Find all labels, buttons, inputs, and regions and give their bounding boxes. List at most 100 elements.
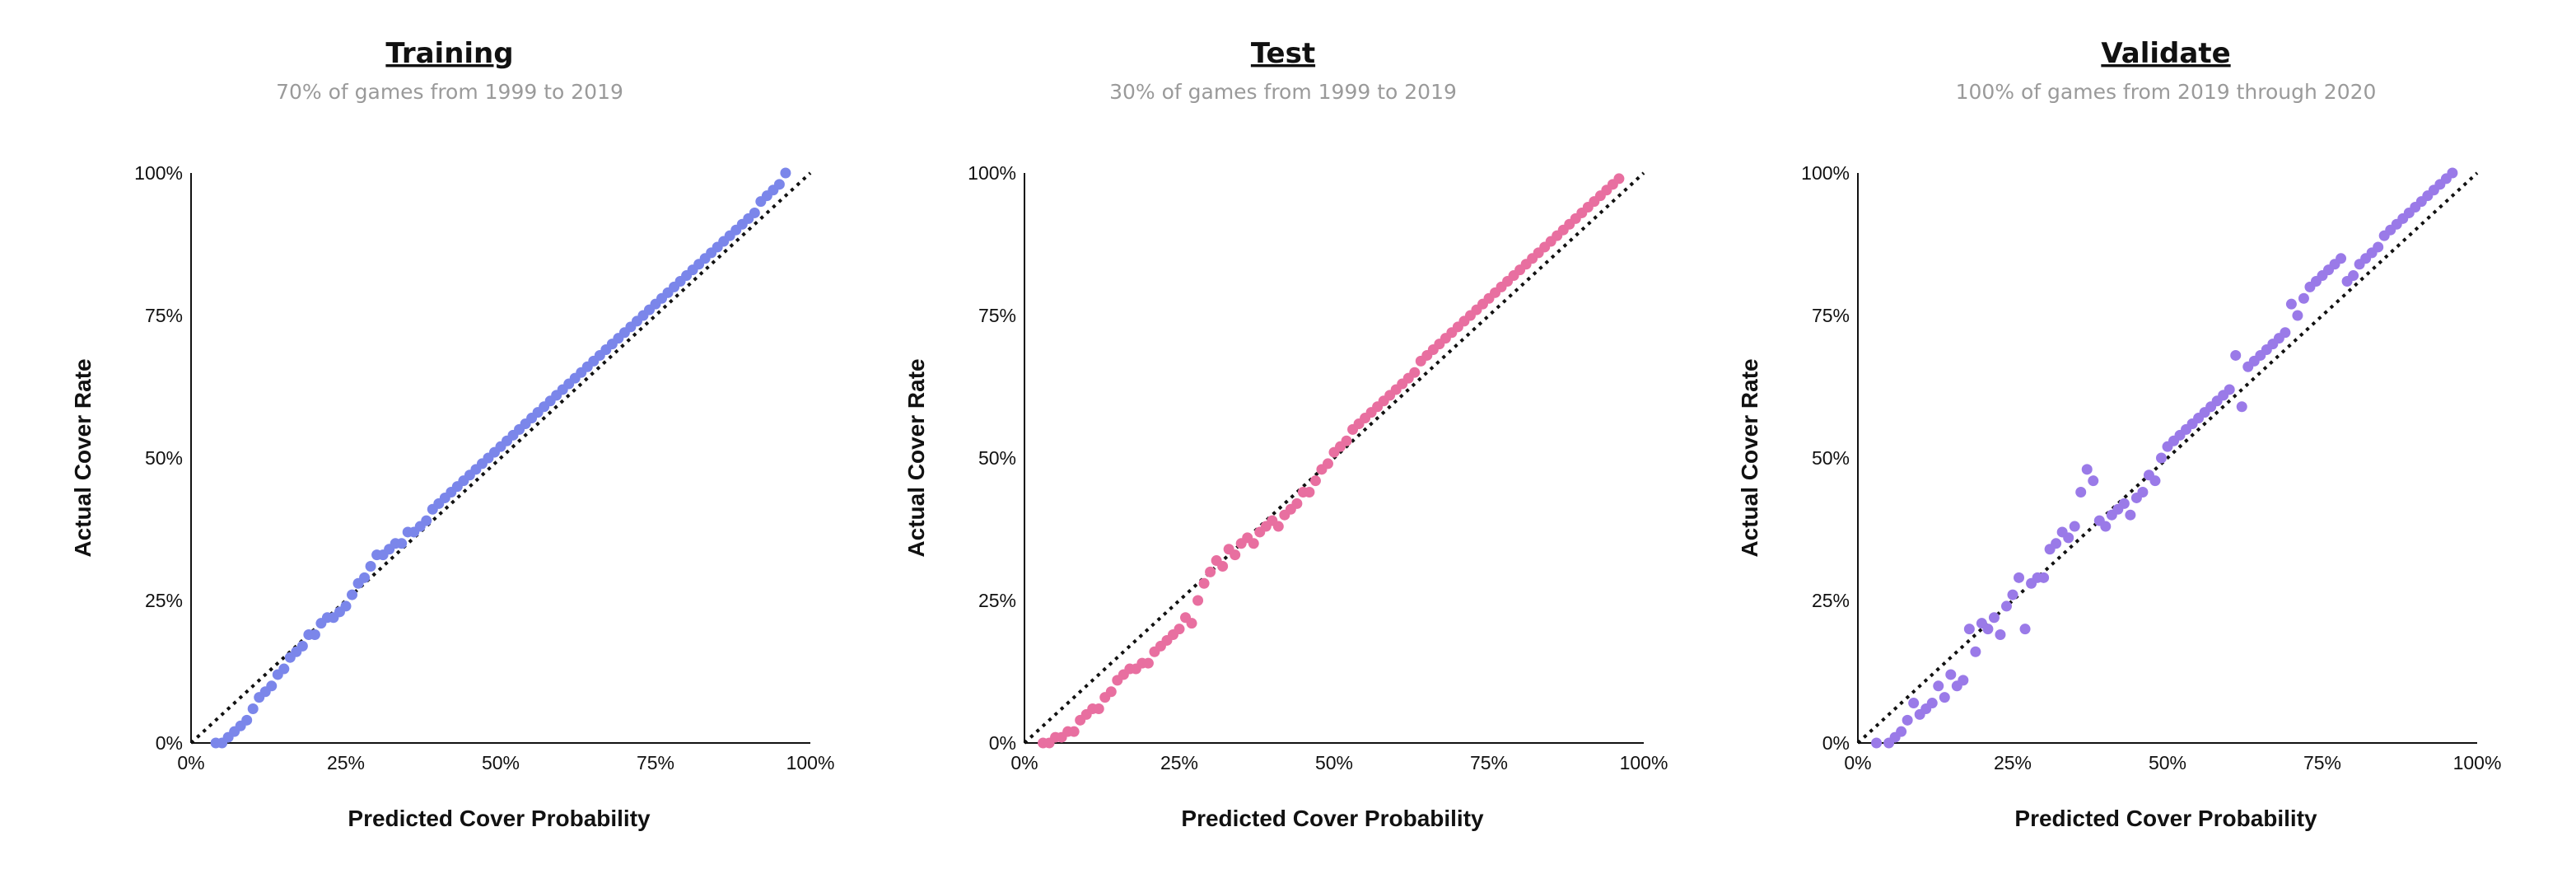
data-point — [2155, 452, 2167, 464]
panel-title: Validate — [2101, 37, 2230, 70]
data-point — [1248, 538, 1259, 549]
y-tick-label: 0% — [156, 732, 183, 754]
x-axis-title: Predicted Cover Probability — [1181, 806, 1484, 831]
data-point — [1272, 521, 1284, 532]
data-point — [1192, 595, 1204, 606]
data-point — [1963, 624, 1975, 635]
data-point — [2051, 538, 2062, 549]
data-point — [780, 167, 791, 179]
data-point — [2063, 532, 2074, 544]
data-point — [1939, 692, 1950, 703]
x-tick-label: 75% — [637, 752, 674, 773]
scatter-points — [210, 167, 791, 749]
data-point — [1341, 435, 1352, 446]
data-point — [2000, 600, 2012, 612]
data-point — [2007, 589, 2018, 600]
data-point — [2285, 298, 2297, 310]
data-point — [1068, 726, 1080, 737]
x-tick-label: 25% — [1160, 752, 1198, 773]
diagonal-reference-line — [1856, 171, 2479, 745]
y-axis-title: Actual Cover Rate — [70, 358, 96, 557]
data-point — [2038, 572, 2050, 583]
data-point — [1205, 566, 1216, 577]
y-tick-label: 100% — [1801, 162, 1850, 184]
data-point — [396, 538, 408, 549]
x-tick-label: 25% — [1994, 752, 2032, 773]
data-point — [1186, 618, 1197, 629]
x-tick-label: 75% — [2303, 752, 2341, 773]
data-point — [2075, 487, 2087, 498]
data-point — [1902, 714, 1913, 726]
panel-subtitle: 100% of games from 2019 through 2020 — [1956, 80, 2377, 104]
data-point — [1093, 703, 1104, 714]
data-point — [2069, 521, 2080, 532]
x-tick-label: 50% — [2149, 752, 2186, 773]
data-point — [2100, 521, 2112, 532]
y-tick-label: 0% — [989, 732, 1016, 754]
data-point — [2118, 498, 2130, 509]
data-point — [2014, 572, 2025, 583]
data-point — [2292, 310, 2303, 321]
data-point — [2348, 270, 2359, 282]
x-tick-label: 0% — [1010, 752, 1038, 773]
data-point — [773, 179, 785, 190]
data-point — [309, 629, 320, 641]
data-point — [1309, 475, 1321, 487]
scatter-points — [1871, 167, 2458, 749]
data-point — [1988, 612, 2000, 624]
panel-validate: Validate 100% of games from 2019 through… — [1737, 37, 2501, 831]
y-tick-label: 75% — [145, 305, 183, 326]
data-point — [1304, 487, 1315, 498]
x-tick-label: 0% — [177, 752, 204, 773]
data-point — [2373, 241, 2384, 253]
data-point — [2298, 292, 2309, 304]
data-point — [749, 207, 760, 218]
reference-line-layer — [1856, 171, 2479, 745]
x-tick-label: 25% — [327, 752, 365, 773]
data-point — [296, 640, 308, 652]
data-point — [2230, 349, 2242, 361]
data-point — [1970, 646, 1981, 657]
x-tick-label: 0% — [1844, 752, 1871, 773]
data-point — [347, 589, 358, 600]
data-point — [2019, 624, 2031, 635]
panel-test: Test 30% of games from 1999 to 2019 0% 25… — [903, 37, 1668, 831]
diagonal-reference-line — [189, 171, 812, 745]
data-point — [1230, 549, 1241, 561]
data-point — [1613, 173, 1625, 185]
x-tick-labels: 0% 25% 50% 75% 100% — [1010, 752, 1668, 773]
data-point — [1409, 367, 1421, 378]
x-tick-label: 50% — [482, 752, 520, 773]
x-axis-title: Predicted Cover Probability — [348, 806, 651, 831]
data-point — [359, 572, 371, 583]
data-point — [1198, 577, 1210, 589]
data-point — [1105, 686, 1117, 698]
y-tick-labels: 0% 25% 50% 75% 100% — [134, 162, 183, 754]
data-point — [1291, 498, 1303, 509]
data-point — [2280, 327, 2291, 339]
panel-title: Training — [385, 37, 513, 70]
panel-subtitle: 70% of games from 1999 to 2019 — [276, 80, 623, 104]
data-point — [1995, 629, 2006, 641]
data-point — [1945, 669, 1957, 680]
panel-subtitle: 30% of games from 1999 to 2019 — [1109, 80, 1457, 104]
data-point — [2447, 167, 2458, 179]
data-point — [1933, 680, 1944, 692]
y-axis-title: Actual Cover Rate — [903, 358, 929, 557]
y-tick-label: 50% — [978, 447, 1016, 469]
y-tick-label: 75% — [1812, 305, 1850, 326]
y-tick-labels: 0% 25% 50% 75% 100% — [1801, 162, 1850, 754]
data-point — [278, 663, 290, 675]
data-point — [247, 703, 259, 714]
x-tick-labels: 0% 25% 50% 75% 100% — [1844, 752, 2501, 773]
y-axis-title: Actual Cover Rate — [1737, 358, 1762, 557]
data-point — [1896, 726, 1907, 737]
data-point — [421, 515, 432, 526]
y-tick-labels: 0% 25% 50% 75% 100% — [968, 162, 1016, 754]
y-tick-label: 75% — [978, 305, 1016, 326]
data-point — [1926, 698, 1938, 709]
x-axis-title: Predicted Cover Probability — [2014, 806, 2317, 831]
y-tick-label: 25% — [145, 590, 183, 611]
data-point — [1322, 458, 1333, 470]
panel-title: Test — [1251, 37, 1315, 70]
